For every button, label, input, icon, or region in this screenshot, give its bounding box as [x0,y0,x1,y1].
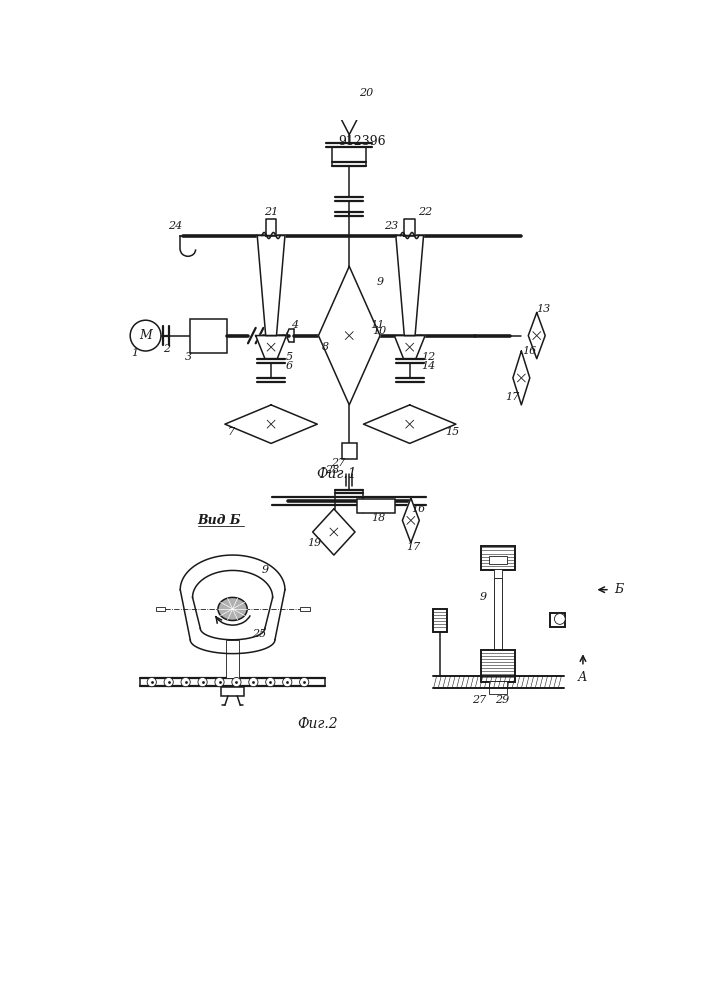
Bar [221,687,244,696]
Bar [357,499,395,513]
Bar [433,609,447,632]
Text: 13: 13 [537,304,551,314]
Bar [481,546,515,570]
Polygon shape [404,219,415,235]
Text: Вид Б: Вид Б [198,514,241,527]
Bar [341,443,357,459]
Text: Фиг.1: Фиг.1 [316,467,357,481]
Circle shape [198,677,207,687]
Ellipse shape [218,597,247,620]
Bar [489,556,508,564]
Polygon shape [363,405,456,443]
Text: А: А [578,671,588,684]
Text: 27: 27 [472,695,486,705]
Text: 912396: 912396 [338,135,386,148]
Text: 27: 27 [332,458,346,468]
Polygon shape [318,266,380,405]
Text: 3: 3 [185,352,192,362]
Circle shape [164,677,173,687]
Bar [226,640,239,678]
Text: Фиг.2: Фиг.2 [297,717,338,731]
Text: 24: 24 [168,221,182,231]
Bar [489,681,508,694]
Polygon shape [402,498,419,543]
Circle shape [300,677,309,687]
Text: 15: 15 [445,427,459,437]
Circle shape [130,320,161,351]
Bar [156,607,165,611]
Circle shape [554,614,565,624]
Text: 28: 28 [325,465,339,475]
Text: М: М [139,329,152,342]
Circle shape [215,677,224,687]
Circle shape [283,677,292,687]
Polygon shape [528,312,545,359]
Bar [494,569,502,578]
Text: 12: 12 [421,352,436,362]
Text: 25: 25 [252,629,267,639]
Text: 1: 1 [132,348,139,358]
Polygon shape [396,235,423,336]
Text: 22: 22 [418,207,432,217]
Text: 18: 18 [371,513,385,523]
Text: 16: 16 [411,504,426,514]
Text: 9: 9 [377,277,384,287]
Text: 5: 5 [286,352,293,362]
Circle shape [181,677,190,687]
Text: 14: 14 [421,361,436,371]
Polygon shape [513,351,530,405]
Bar [300,607,310,611]
Text: 2: 2 [163,344,170,354]
Text: 10: 10 [372,326,386,336]
Polygon shape [395,336,425,359]
Circle shape [147,677,156,687]
Text: 11: 11 [370,320,385,330]
Text: 6: 6 [286,361,293,371]
Bar [550,613,565,627]
Circle shape [232,677,241,687]
Text: 9: 9 [262,565,269,575]
Text: 16: 16 [522,346,536,356]
Polygon shape [257,235,285,336]
Polygon shape [256,336,286,359]
Polygon shape [338,90,361,135]
Polygon shape [312,509,355,555]
Bar [190,319,227,353]
Polygon shape [225,405,317,443]
Text: 8: 8 [322,342,329,352]
Text: 23: 23 [385,221,399,231]
Text: 17: 17 [406,542,420,552]
Text: 29: 29 [495,695,509,705]
Text: 17: 17 [505,392,519,402]
Text: 20: 20 [359,88,373,98]
Text: Б: Б [614,583,623,596]
Text: 21: 21 [264,207,279,217]
Bar [481,650,515,682]
Text: 9: 9 [479,592,486,602]
Bar [327,329,339,342]
Circle shape [266,677,275,687]
Text: 4: 4 [291,320,298,330]
Bar [494,578,502,651]
Text: 19: 19 [308,538,322,548]
Circle shape [249,677,258,687]
Text: 7: 7 [228,427,235,437]
Polygon shape [266,219,276,235]
